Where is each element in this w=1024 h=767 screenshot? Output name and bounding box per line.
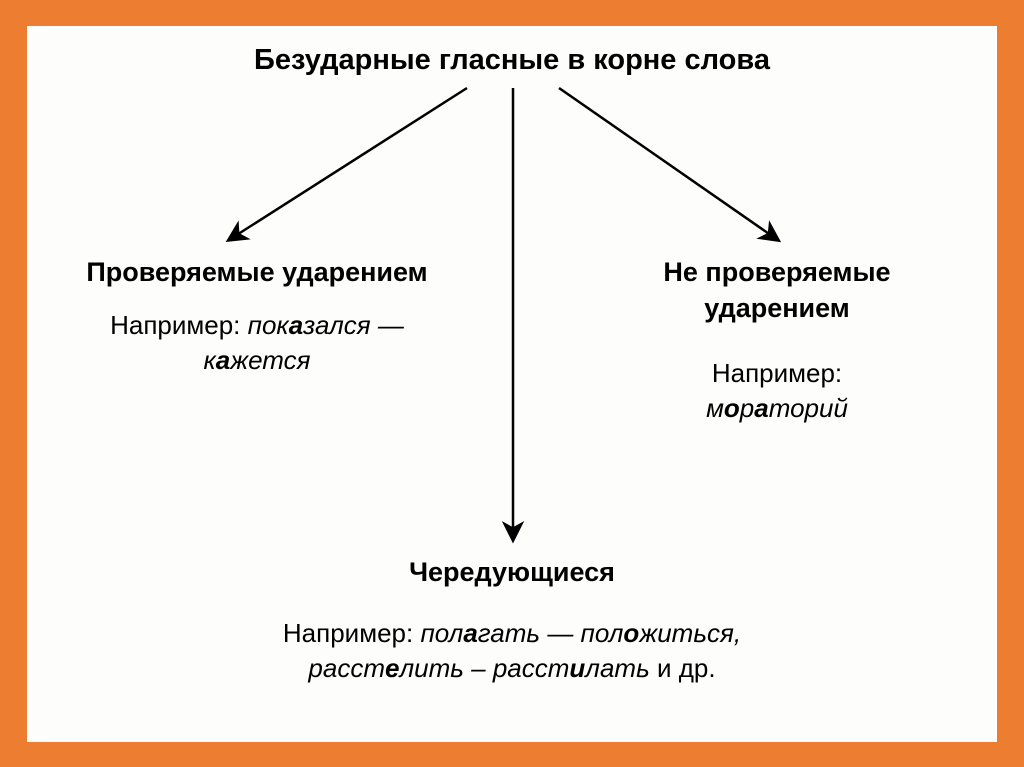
example-label: Например: — [712, 358, 842, 388]
ex-pre: пок — [248, 310, 289, 340]
ex2-mid: лить – расст — [399, 653, 569, 683]
branch-bottom-heading: Чередующиеся — [212, 554, 812, 590]
example-label: Например: — [110, 310, 240, 340]
branch-bottom: Чередующиеся Например: полагать — положи… — [212, 554, 812, 687]
branch-left: Проверяемые ударением Например: показалс… — [57, 254, 457, 379]
ex-hl: а — [289, 310, 303, 340]
ex1-post: житься, — [639, 618, 741, 648]
ex2-hl2: и — [569, 653, 585, 683]
heading-l2: ударением — [704, 293, 850, 323]
branch-right-example: Например: мораторий — [587, 356, 967, 426]
ex-post: зался — — [303, 310, 404, 340]
branch-left-example: Например: показался — кажется — [57, 308, 457, 378]
ex2-pre: расст — [308, 653, 385, 683]
ex1-pre: пол — [420, 618, 463, 648]
ex-pre: м — [706, 393, 724, 423]
ex2-tail: и др. — [650, 653, 716, 683]
diagram-title: Безударные гласные в корне слова — [27, 44, 997, 77]
ex-hl2: а — [754, 393, 768, 423]
ex-hl1: о — [724, 393, 740, 423]
ex1-hl: а — [463, 618, 477, 648]
example-label: Например: — [283, 618, 413, 648]
ex2-hl: е — [385, 653, 399, 683]
branch-right-heading: Не проверяемые ударением — [587, 254, 967, 327]
branch-left-heading: Проверяемые ударением — [57, 254, 457, 290]
ex2-post: лать — [585, 653, 649, 683]
ex2-hl: а — [216, 345, 230, 375]
heading-l1: Не проверяемые — [663, 257, 890, 287]
ex-post: торий — [769, 393, 848, 423]
arrow-right — [559, 88, 775, 238]
ex1-mid: гать — пол — [478, 618, 624, 648]
ex-mid: р — [740, 393, 754, 423]
ex1-hl2: о — [623, 618, 639, 648]
ex2-pre: к — [203, 345, 215, 375]
arrow-left — [232, 88, 467, 238]
branch-bottom-example: Например: полагать — положиться, расстел… — [212, 616, 812, 686]
branch-right: Не проверяемые ударением Например: морат… — [587, 254, 967, 427]
diagram-frame: Безударные гласные в корне слова Проверя… — [27, 26, 997, 742]
ex2-post: жется — [230, 345, 310, 375]
